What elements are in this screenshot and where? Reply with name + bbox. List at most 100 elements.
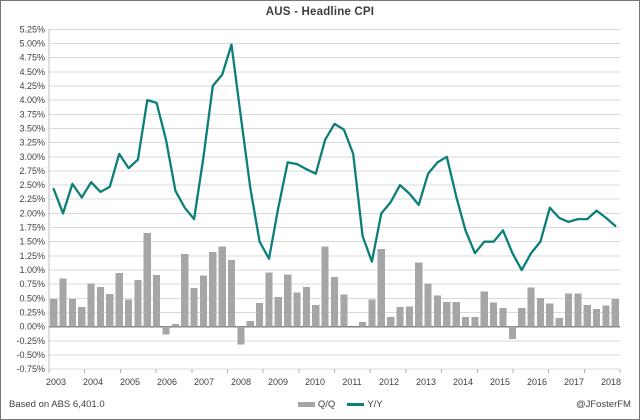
svg-text:2010: 2010 — [305, 377, 325, 387]
qq-bar — [190, 288, 198, 327]
svg-text:2009: 2009 — [268, 377, 288, 387]
svg-text:-0.50%: -0.50% — [16, 350, 45, 360]
qq-bar — [480, 291, 488, 327]
svg-text:1.00%: 1.00% — [19, 265, 45, 275]
svg-text:2004: 2004 — [83, 377, 103, 387]
qq-bar — [405, 306, 413, 327]
qq-bar — [499, 308, 507, 327]
svg-text:2006: 2006 — [157, 377, 177, 387]
svg-text:2.75%: 2.75% — [19, 166, 45, 176]
svg-text:0.25%: 0.25% — [19, 308, 45, 318]
qq-bar — [274, 297, 282, 327]
svg-text:2018: 2018 — [601, 377, 621, 387]
svg-text:2017: 2017 — [564, 377, 584, 387]
svg-text:1.75%: 1.75% — [19, 223, 45, 233]
qq-bar — [284, 274, 292, 327]
svg-text:2.50%: 2.50% — [19, 180, 45, 190]
qq-bar — [415, 262, 423, 327]
qq-bar — [527, 287, 535, 327]
svg-text:2011: 2011 — [342, 377, 361, 387]
qq-bar — [461, 317, 470, 327]
qq-bar — [471, 317, 479, 327]
svg-text:2005: 2005 — [120, 377, 140, 387]
svg-text:5.00%: 5.00% — [19, 38, 45, 48]
svg-text:4.50%: 4.50% — [19, 67, 45, 77]
qq-bar — [312, 305, 320, 327]
svg-text:4.00%: 4.00% — [19, 95, 45, 105]
svg-text:2008: 2008 — [231, 377, 251, 387]
qq-bars — [50, 233, 619, 345]
legend-item-yy: Y/Y — [339, 399, 383, 410]
svg-text:1.50%: 1.50% — [19, 237, 45, 247]
svg-text:1.25%: 1.25% — [19, 251, 45, 261]
credit-handle: @JFosterFM — [575, 398, 631, 410]
svg-text:3.75%: 3.75% — [19, 109, 45, 119]
qq-bar — [96, 287, 105, 327]
svg-text:-0.75%: -0.75% — [16, 364, 45, 374]
qq-bar — [246, 321, 254, 327]
svg-text:2015: 2015 — [490, 377, 510, 387]
qq-bar — [237, 326, 245, 345]
qq-bar — [302, 287, 310, 327]
source-note: Based on ABS 6,401.0 — [9, 398, 105, 410]
qq-bar — [433, 295, 442, 327]
svg-text:2016: 2016 — [527, 377, 547, 387]
svg-text:0.00%: 0.00% — [19, 322, 45, 332]
chart-title: AUS - Headline CPI — [265, 6, 375, 18]
qq-bar — [68, 298, 76, 327]
legend-item-qq: Q/Q — [297, 398, 336, 410]
legend: Q/Q Y/Y — [297, 398, 383, 410]
qq-bar — [209, 251, 217, 327]
qq-bar — [321, 246, 329, 327]
qq-bar-swatch-icon — [297, 401, 315, 407]
qq-bar — [143, 233, 151, 327]
qq-bar — [508, 326, 516, 340]
svg-text:2012: 2012 — [379, 377, 399, 387]
qq-bar — [293, 292, 301, 327]
qq-bar — [181, 254, 189, 327]
qq-bar — [490, 302, 498, 327]
qq-bar — [265, 272, 273, 327]
qq-bar — [583, 305, 591, 327]
svg-text:2.25%: 2.25% — [19, 194, 45, 204]
qq-bar — [546, 303, 554, 327]
x-axis-ticks — [48, 369, 621, 374]
qq-bar — [171, 323, 179, 327]
qq-bar — [115, 272, 123, 327]
svg-text:3.50%: 3.50% — [19, 123, 45, 133]
svg-text:2014: 2014 — [453, 377, 473, 387]
qq-bar — [396, 306, 404, 327]
svg-text:2.00%: 2.00% — [19, 208, 45, 218]
svg-text:0.50%: 0.50% — [19, 293, 45, 303]
qq-bar — [555, 318, 563, 327]
qq-bar — [593, 309, 601, 327]
qq-bar — [387, 317, 395, 327]
qq-bar — [87, 283, 95, 327]
svg-text:3.25%: 3.25% — [19, 138, 45, 148]
qq-bar — [340, 294, 348, 327]
cpi-combo-chart: 5.25% 5.00% 4.75% 4.50% 4.25% 4.00% 3.75% 3.50%… — [16, 24, 621, 387]
qq-bar — [256, 302, 264, 327]
qq-bar — [377, 249, 385, 327]
qq-bar — [368, 299, 376, 327]
svg-text:3.00%: 3.00% — [19, 152, 45, 162]
qq-bar — [199, 275, 208, 327]
qq-bar — [564, 293, 573, 327]
qq-bar — [602, 305, 610, 327]
x-axis-labels: 2003 2004 2005 2006 2007 2008 2009 2010 2011 2012… — [46, 377, 621, 387]
legend-label-qq: Q/Q — [317, 398, 336, 410]
qq-bar — [518, 308, 526, 327]
qq-bar — [162, 326, 170, 335]
qq-bar — [574, 293, 582, 327]
svg-text:2003: 2003 — [46, 377, 66, 387]
qq-bar — [218, 246, 226, 327]
qq-bar — [424, 283, 432, 327]
svg-text:5.25%: 5.25% — [19, 24, 45, 34]
svg-text:2007: 2007 — [194, 377, 214, 387]
svg-text:4.75%: 4.75% — [19, 53, 45, 63]
chart-footer-row: Based on ABS 6,401.0 Q/Q Y/Y @JFosterFM — [9, 395, 631, 413]
svg-text:0.75%: 0.75% — [19, 279, 45, 289]
yy-line-swatch-icon — [347, 402, 365, 406]
svg-text:-0.25%: -0.25% — [16, 336, 45, 346]
